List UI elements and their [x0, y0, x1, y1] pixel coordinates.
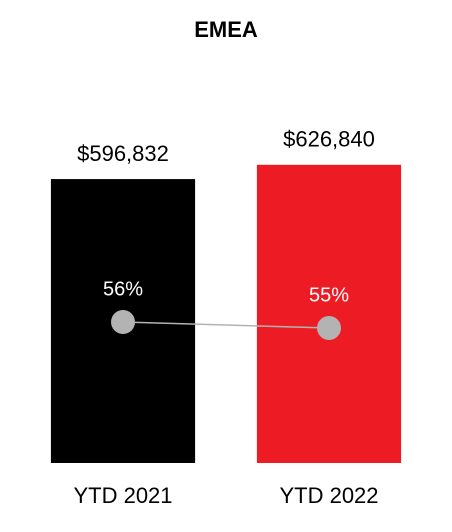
x-tick-label: YTD 2021: [73, 483, 172, 508]
point-value-label: 56%: [103, 278, 143, 300]
line: [122, 321, 330, 329]
bar-value-label: $596,832: [77, 141, 169, 166]
bar-value-label: $626,840: [283, 127, 375, 152]
line-point: [317, 316, 341, 340]
point-value-label: 55%: [309, 284, 349, 306]
line-point: [111, 310, 135, 334]
x-tick-label: YTD 2022: [279, 483, 378, 508]
bar: [256, 164, 402, 463]
chart-title: EMEA: [194, 17, 258, 42]
